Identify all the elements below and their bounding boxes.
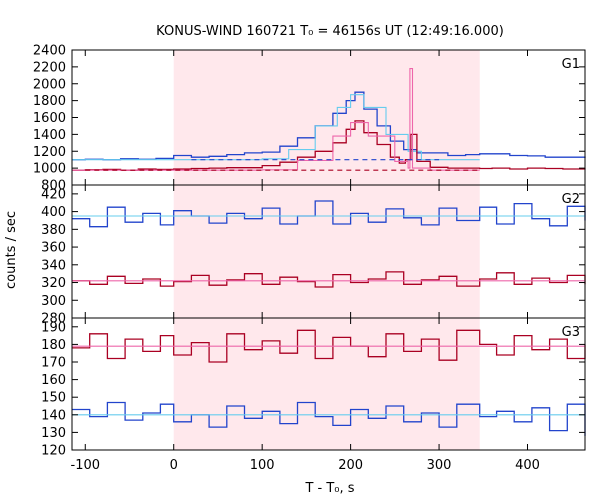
g2-y-tick-label: 380 xyxy=(41,223,66,238)
g3-panel-frame xyxy=(71,317,586,451)
g3-y-tick-label: 140 xyxy=(41,408,66,423)
g3-y-tick-label: 150 xyxy=(41,391,66,406)
g1-high-fit-series xyxy=(72,94,480,161)
g1-y-tick-label: 800 xyxy=(41,179,66,194)
g1-y-tick-label: 2200 xyxy=(33,60,66,75)
g1-y-tick-label: 1800 xyxy=(33,94,66,109)
x-tick-label: 400 xyxy=(515,458,540,473)
g1-low-series xyxy=(72,120,586,171)
g2-low-series xyxy=(72,271,586,288)
g3-y-tick-label: 180 xyxy=(41,338,66,353)
g2-panel-label: G2 xyxy=(562,192,580,207)
x-tick-label: 300 xyxy=(427,458,452,473)
g2-high-series xyxy=(72,200,586,228)
g1-panel-label: G1 xyxy=(562,57,580,72)
g2-y-tick-label: 280 xyxy=(41,312,66,327)
g3-y-tick-label: 190 xyxy=(41,320,66,335)
g3-y-tick-label: 130 xyxy=(41,426,66,441)
x-tick-label: 100 xyxy=(250,458,275,473)
g1-high-series xyxy=(72,91,586,161)
y-axis-label: counts / sec xyxy=(4,211,19,289)
g2-y-tick-label: 320 xyxy=(41,276,66,291)
g3-panel-label: G3 xyxy=(562,325,580,340)
g1-y-tick-label: 1000 xyxy=(33,162,66,177)
g3-low-series xyxy=(72,329,586,363)
g1-y-tick-label: 1600 xyxy=(33,111,66,126)
g2-y-tick-label: 360 xyxy=(41,241,66,256)
x-tick-label: 200 xyxy=(338,458,363,473)
g1-y-tick-label: 2000 xyxy=(33,77,66,92)
g3-highlight-region xyxy=(173,318,480,450)
g1-y-tick-label: 1200 xyxy=(33,145,66,160)
chart-panels: G180010001200140016001800200022002400G22… xyxy=(33,44,586,473)
g2-y-tick-label: 420 xyxy=(41,187,66,202)
g1-highlight-region xyxy=(173,50,480,185)
x-axis-label: T - T₀, s xyxy=(304,481,354,496)
g1-y-tick-label: 2400 xyxy=(33,44,66,59)
g3-y-tick-label: 160 xyxy=(41,373,66,388)
g3-y-tick-label: 170 xyxy=(41,356,66,371)
g2-y-tick-label: 400 xyxy=(41,205,66,220)
g2-y-tick-label: 340 xyxy=(41,258,66,273)
g2-y-tick-label: 300 xyxy=(41,294,66,309)
g3-y-tick-label: 120 xyxy=(41,444,66,459)
g2-highlight-region xyxy=(173,185,480,318)
x-tick-label: 0 xyxy=(170,458,178,473)
g3-high-series xyxy=(72,401,586,436)
x-tick-label: -100 xyxy=(71,458,101,473)
g1-y-tick-label: 1400 xyxy=(33,128,66,143)
chart-title: KONUS-WIND 160721 T₀ = 46156s UT (12:49:… xyxy=(156,24,504,39)
